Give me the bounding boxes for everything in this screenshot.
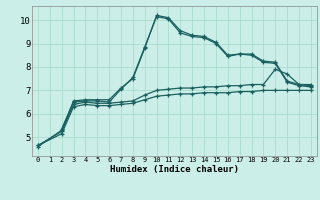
X-axis label: Humidex (Indice chaleur): Humidex (Indice chaleur)	[110, 165, 239, 174]
